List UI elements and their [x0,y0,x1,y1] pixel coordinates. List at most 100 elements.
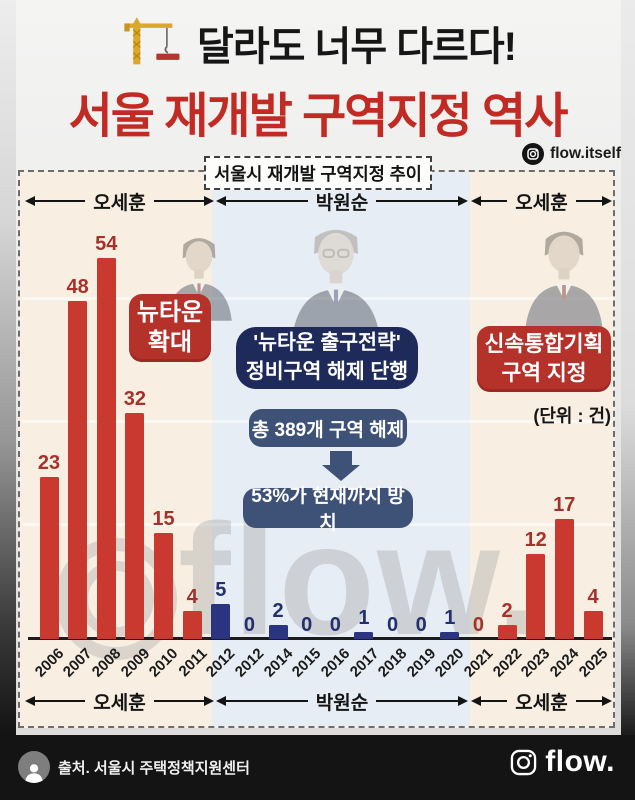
year-label: 2021 [460,645,497,681]
bar [354,632,374,639]
bar-value-label: 4 [186,586,198,608]
instagram-handle-badge: flow.itself [522,143,621,165]
page-title: 달라도 너무 다르다! [197,25,517,69]
bar-value-label: 1 [358,607,370,629]
left-edge-shade [0,0,16,736]
footer: 출처. 서울시 주택정책지원센터 flow. [0,735,635,800]
newtown-expand-badge: 뉴타운 확대 [129,294,211,362]
bar [268,625,288,639]
person-icon [24,764,44,783]
era-label: 오세훈 [515,692,568,714]
era-range-top-left: 오세훈 [25,190,215,214]
era-label: 오세훈 [93,692,146,714]
arrow-right-icon [458,196,469,206]
bar [182,611,202,639]
bar-value-label: 12 [524,529,547,551]
right-edge-shade [621,0,635,736]
year-label: 2012 [203,645,239,681]
bar [68,301,88,639]
bar [554,519,574,639]
year-label: 2007 [60,645,96,681]
arrow-right-icon [458,696,469,706]
era-range-bottom-center: 박원순 [216,690,469,714]
instagram-outline-icon [511,749,537,775]
bar-value-label: 15 [152,508,175,530]
bar [39,477,59,639]
era-range-bottom-left: 오세훈 [25,690,215,714]
bar-value-label: 32 [123,388,147,410]
year-label: 2016 [317,645,354,681]
bar-value-label: 23 [37,452,61,474]
arrow-right-icon [602,196,613,206]
newtown-exit-strategy-badge: '뉴타운 출구전략' 정비구역 해제 단행 [236,327,418,389]
bar-value-label: 5 [215,579,227,601]
bar-value-label: 2 [501,600,513,622]
bar-value-label: 17 [553,494,576,516]
year-label: 2019 [403,645,440,681]
bar [440,632,460,639]
arrow-left-icon [471,196,481,206]
year-label: 2009 [117,645,153,681]
era-label: 박원순 [315,692,369,714]
arrow-left-icon [216,696,226,706]
bar-value-label: 0 [243,614,255,636]
bar [497,625,517,639]
arrow-right-icon [204,696,215,706]
bar [583,611,603,639]
bar-value-label: 4 [587,586,599,608]
bar [211,604,231,639]
arrow-left-icon [216,196,226,206]
bar [526,554,546,639]
year-label: 2023 [518,645,554,681]
unit-label: (단위 : 건) [533,406,611,426]
year-label: 2014 [260,645,297,681]
brand-logo-text: flow. [545,745,615,778]
chart-title: 서울시 재개발 구역지정 추이 [204,156,432,190]
era-label: 박원순 [315,192,369,214]
header-title-row: 달라도 너무 다르다! [0,14,635,72]
instagram-icon [522,143,545,165]
era-label: 오세훈 [515,192,568,214]
year-label: 2018 [375,645,411,681]
bar [125,413,145,639]
crane-icon [124,17,180,65]
year-label: 2010 [145,645,182,681]
year-label: 2024 [546,645,583,681]
year-label: 2017 [346,645,382,681]
bar [96,258,116,639]
arrow-right-icon [204,196,215,206]
fast-track-designation-badge: 신속통합기획 구역 지정 [477,326,611,392]
bar-value-label: 1 [444,607,456,629]
year-label: 2006 [31,645,68,681]
bar-value-label: 54 [95,233,118,255]
bar-value-label: 2 [272,600,284,622]
era-label: 오세훈 [93,192,146,214]
bar [154,533,173,639]
era-range-top-right: 오세훈 [471,190,613,214]
year-label: 2020 [432,645,468,681]
era-range-bottom-right: 오세훈 [471,690,613,714]
bar-value-label: 0 [415,614,427,636]
bar-value-label: 0 [387,614,399,636]
year-label: 2025 [575,645,612,681]
year-label: 2008 [88,645,125,681]
year-label: 2012 [231,645,268,681]
down-arrow-icon [330,451,352,465]
arrow-left-icon [25,696,35,706]
total-released-badge: 총 389개 구역 해제 [249,409,407,447]
year-label: 2022 [489,645,526,681]
down-arrow-icon [322,465,360,481]
bar-value-label: 0 [301,614,313,636]
year-label: 2015 [289,645,325,681]
era-range-top-center: 박원순 [216,190,469,214]
bar-value-label: 48 [66,276,89,298]
source-credit: 출처. 서울시 주택정책지원센터 [58,760,250,777]
avatar [18,751,50,783]
bar-value-label: 0 [329,614,341,636]
instagram-handle-text: flow.itself [550,145,621,162]
mayor-photo-oh-right [525,231,603,330]
arrow-right-icon [602,696,613,706]
arrow-left-icon [25,196,35,206]
